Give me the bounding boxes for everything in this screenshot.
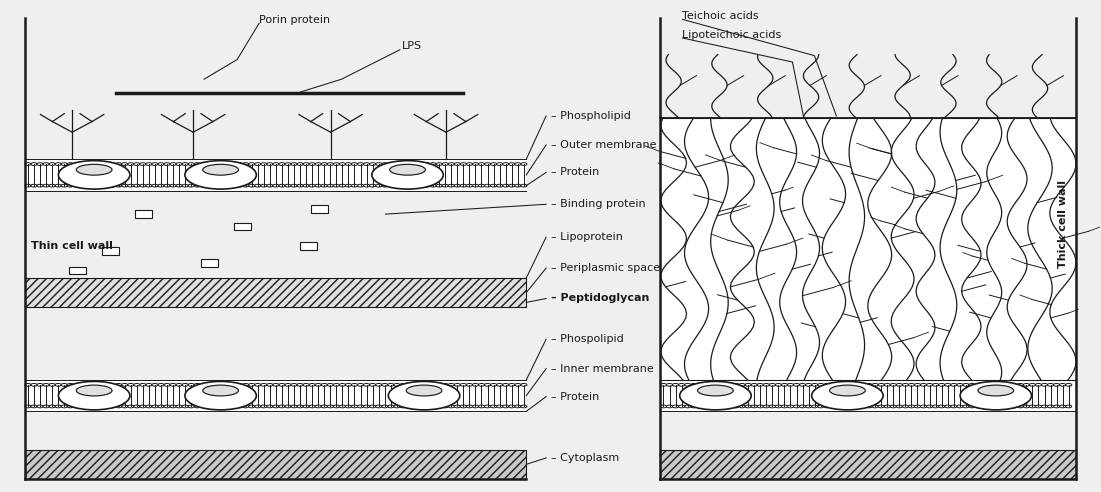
Text: Teichoic acids: Teichoic acids bbox=[683, 11, 759, 21]
Ellipse shape bbox=[203, 385, 239, 396]
Ellipse shape bbox=[390, 164, 425, 175]
Bar bbox=[25, 380, 526, 411]
Ellipse shape bbox=[698, 385, 733, 396]
Text: Thin cell wall: Thin cell wall bbox=[32, 241, 113, 251]
Text: – Protein: – Protein bbox=[550, 392, 599, 401]
Bar bbox=[661, 119, 1076, 380]
Ellipse shape bbox=[389, 381, 460, 410]
Text: – Protein: – Protein bbox=[550, 167, 599, 178]
Text: – Binding protein: – Binding protein bbox=[550, 199, 645, 209]
Ellipse shape bbox=[372, 160, 444, 189]
Ellipse shape bbox=[58, 381, 130, 410]
Ellipse shape bbox=[203, 164, 239, 175]
Text: Porin protein: Porin protein bbox=[259, 15, 330, 25]
Ellipse shape bbox=[978, 385, 1014, 396]
Ellipse shape bbox=[811, 381, 883, 410]
Text: – Cytoplasm: – Cytoplasm bbox=[550, 453, 619, 463]
Ellipse shape bbox=[679, 381, 751, 410]
Ellipse shape bbox=[406, 385, 442, 396]
Text: – Lipoprotein: – Lipoprotein bbox=[550, 232, 622, 242]
Text: – Peptidoglycan: – Peptidoglycan bbox=[550, 294, 648, 304]
Ellipse shape bbox=[185, 160, 257, 189]
Ellipse shape bbox=[76, 385, 112, 396]
Ellipse shape bbox=[829, 385, 865, 396]
Text: – Periplasmic space: – Periplasmic space bbox=[550, 263, 659, 273]
Bar bbox=[25, 159, 526, 190]
Text: LPS: LPS bbox=[402, 41, 422, 51]
Text: – Phospolipid: – Phospolipid bbox=[550, 334, 623, 344]
Text: Thick cell wall: Thick cell wall bbox=[1058, 180, 1068, 268]
Ellipse shape bbox=[185, 381, 257, 410]
Text: – Phospholipid: – Phospholipid bbox=[550, 111, 631, 121]
Bar bbox=[25, 278, 526, 308]
Bar bbox=[25, 450, 526, 479]
Ellipse shape bbox=[76, 164, 112, 175]
Ellipse shape bbox=[960, 381, 1032, 410]
Bar bbox=[661, 450, 1076, 479]
Text: – Inner membrane: – Inner membrane bbox=[550, 364, 653, 373]
Bar bbox=[661, 380, 1076, 411]
Text: – Outer membrane: – Outer membrane bbox=[550, 140, 656, 150]
Text: Lipoteichoic acids: Lipoteichoic acids bbox=[683, 30, 782, 40]
Ellipse shape bbox=[58, 160, 130, 189]
